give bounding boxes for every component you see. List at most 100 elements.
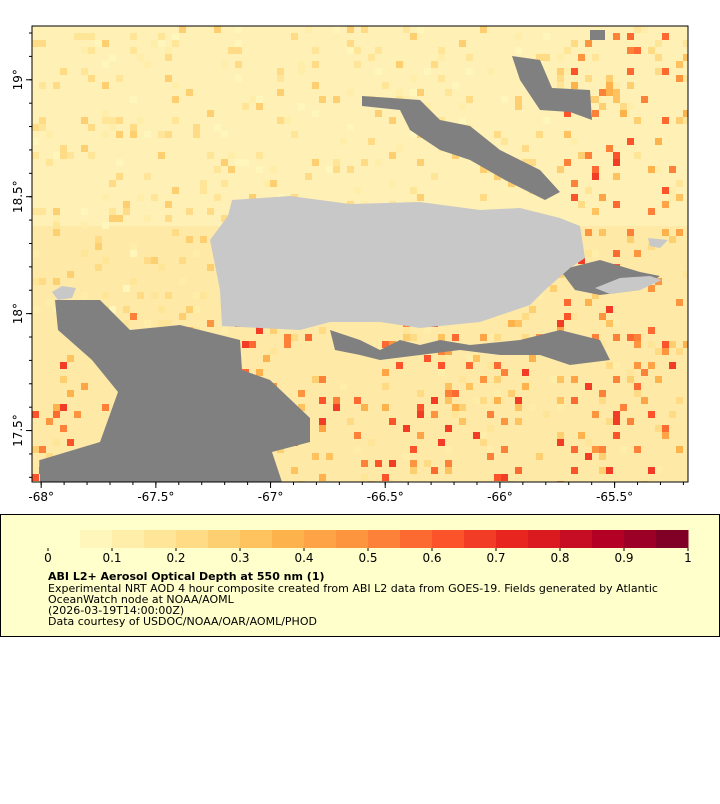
- aod-cell: [613, 432, 620, 439]
- aod-cell: [599, 341, 606, 348]
- aod-cell: [473, 397, 480, 404]
- aod-cell: [627, 369, 634, 376]
- aod-cell: [641, 369, 648, 376]
- aod-cell: [466, 383, 473, 390]
- colorbar-tick-label: 0.6: [422, 551, 441, 565]
- aod-cell: [508, 390, 515, 397]
- aod-cell: [599, 194, 606, 201]
- aod-cell: [242, 159, 249, 166]
- aod-cell: [361, 460, 368, 467]
- aod-cell: [669, 166, 676, 173]
- aod-cell: [466, 68, 473, 75]
- aod-cell: [305, 26, 312, 33]
- aod-cell: [312, 61, 319, 68]
- aod-cell: [557, 397, 564, 404]
- aod-cell: [389, 152, 396, 159]
- aod-cell: [151, 40, 158, 47]
- aod-cell: [95, 264, 102, 271]
- aod-cell: [116, 215, 123, 222]
- aod-cell: [613, 152, 620, 159]
- caption-line: (2026-03-19T14:00:00Z): [48, 604, 184, 617]
- aod-cell: [683, 54, 688, 61]
- aod-cell: [564, 313, 571, 320]
- aod-cell: [109, 306, 116, 313]
- aod-cell: [445, 383, 452, 390]
- aod-cell: [669, 411, 676, 418]
- color-segment: [464, 530, 497, 548]
- aod-cell: [445, 390, 452, 397]
- aod-cell: [207, 264, 214, 271]
- aod-cell: [298, 68, 305, 75]
- aod-cell: [39, 208, 46, 215]
- aod-cell: [123, 208, 130, 215]
- aod-cell: [354, 61, 361, 68]
- aod-cell: [529, 159, 536, 166]
- aod-cell: [312, 453, 319, 460]
- y-tick-label: 19°: [11, 69, 25, 90]
- aod-cell: [130, 33, 137, 40]
- aod-cell: [424, 327, 431, 334]
- aod-cell: [102, 110, 109, 117]
- land: [52, 196, 668, 330]
- aod-cell: [88, 152, 95, 159]
- aod-cell: [137, 194, 144, 201]
- aod-cell: [606, 418, 613, 425]
- aod-cell: [333, 397, 340, 404]
- aod-cell: [123, 306, 130, 313]
- aod-cell: [627, 418, 634, 425]
- aod-cell: [81, 208, 88, 215]
- colorbar-tick-label: 0.2: [166, 551, 185, 565]
- aod-cell: [536, 54, 543, 61]
- aod-cell: [683, 40, 688, 47]
- aod-cell: [655, 467, 662, 474]
- aod-cell: [613, 418, 620, 425]
- aod-cell: [347, 47, 354, 54]
- aod-cell: [466, 96, 473, 103]
- aod-cell: [655, 348, 662, 355]
- aod-cell: [529, 306, 536, 313]
- aod-cell: [256, 103, 263, 110]
- aod-cell: [669, 194, 676, 201]
- y-tick-label: 18°: [11, 303, 25, 324]
- aod-cell: [606, 362, 613, 369]
- aod-cell: [655, 40, 662, 47]
- aod-cell: [200, 292, 207, 299]
- aod-cell: [312, 376, 319, 383]
- aod-cell: [613, 334, 620, 341]
- aod-cell: [179, 313, 186, 320]
- aod-cell: [158, 131, 165, 138]
- aod-cell: [683, 75, 688, 82]
- aod-cell: [214, 166, 221, 173]
- aod-cell: [655, 376, 662, 383]
- aod-cell: [487, 446, 494, 453]
- aod-cell: [634, 341, 641, 348]
- aod-cell: [81, 33, 88, 40]
- aod-cell: [263, 355, 270, 362]
- aod-cell: [221, 61, 228, 68]
- aod-cell: [613, 82, 620, 89]
- aod-cell: [599, 229, 606, 236]
- aod-cell: [487, 334, 494, 341]
- aod-cell: [375, 68, 382, 75]
- aod-cell: [634, 47, 641, 54]
- aod-cell: [592, 411, 599, 418]
- aod-cell: [361, 404, 368, 411]
- aod-cell: [144, 320, 151, 327]
- aod-cell: [431, 411, 438, 418]
- no-data-region: [330, 330, 610, 365]
- aod-cell: [123, 285, 130, 292]
- aod-cell: [641, 397, 648, 404]
- aod-cell: [347, 89, 354, 96]
- aod-cell: [648, 208, 655, 215]
- aod-cell: [214, 124, 221, 131]
- aod-cell: [501, 446, 508, 453]
- aod-cell: [438, 355, 445, 362]
- aod-cell: [116, 159, 123, 166]
- aod-cell: [613, 159, 620, 166]
- aod-cell: [39, 82, 46, 89]
- aod-cell: [60, 376, 67, 383]
- aod-cell: [319, 327, 326, 334]
- aod-cell: [515, 467, 522, 474]
- aod-cell: [389, 180, 396, 187]
- color-segment: [592, 530, 625, 548]
